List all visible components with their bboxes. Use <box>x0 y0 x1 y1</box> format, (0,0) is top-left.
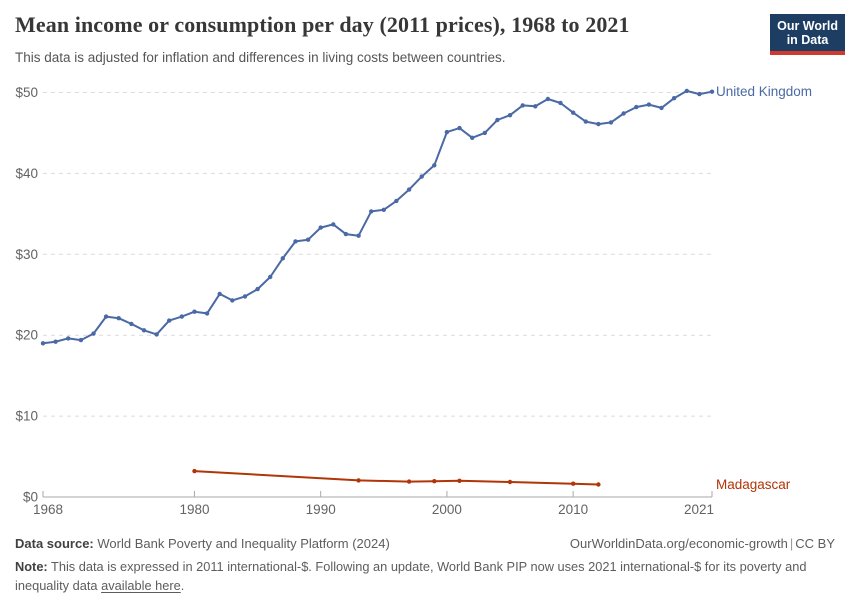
united-kingdom-point <box>697 91 702 97</box>
united-kingdom-point <box>331 222 336 227</box>
united-kingdom-point <box>91 331 96 336</box>
united-kingdom-point <box>381 207 386 212</box>
note-text: This data is expressed in 2011 internati… <box>15 559 807 594</box>
united-kingdom-point <box>596 121 601 127</box>
united-kingdom-point <box>583 119 588 124</box>
united-kingdom-point <box>432 163 437 168</box>
y-tick-label: $50 <box>15 85 38 100</box>
x-tick-label: 2021 <box>684 502 714 517</box>
data-source-text: World Bank Poverty and Inequality Platfo… <box>97 536 390 551</box>
madagascar-point <box>457 478 462 483</box>
owid-logo: Our World in Data <box>770 14 845 55</box>
united-kingdom-point <box>230 298 235 303</box>
madagascar-point <box>406 479 412 484</box>
united-kingdom-point <box>154 332 159 337</box>
note-label: Note: <box>15 559 48 574</box>
united-kingdom-point <box>242 294 248 299</box>
united-kingdom-point <box>671 96 677 101</box>
united-kingdom-point <box>634 104 639 110</box>
united-kingdom-point <box>608 120 614 125</box>
united-kingdom-point <box>394 198 399 204</box>
united-kingdom-point <box>646 102 652 107</box>
united-kingdom-point <box>659 105 664 111</box>
madagascar-point <box>432 479 437 484</box>
united-kingdom-point <box>167 318 172 323</box>
united-kingdom-point <box>444 129 450 135</box>
united-kingdom-point <box>709 89 715 94</box>
united-kingdom-point <box>621 111 626 116</box>
line-chart: $0 $10 $20 $30 $40 $50 1968 1980 1990 2000 2010 202… <box>15 84 812 517</box>
united-kingdom-point <box>318 225 323 230</box>
united-kingdom-point <box>217 291 222 297</box>
united-kingdom-point <box>293 239 298 244</box>
y-tick-label: $20 <box>15 328 38 343</box>
united-kingdom-point <box>684 88 689 94</box>
x-tick-label: 2000 <box>432 502 462 517</box>
y-tick-label: $30 <box>15 247 38 262</box>
united-kingdom-point <box>141 328 147 333</box>
united-kingdom-series-label: United Kingdom <box>716 84 812 99</box>
united-kingdom-point <box>507 113 513 118</box>
united-kingdom-point <box>268 274 273 280</box>
madagascar-point <box>596 482 601 487</box>
x-tick-label: 1990 <box>306 502 336 517</box>
united-kingdom-point <box>280 256 285 261</box>
united-kingdom-point <box>558 100 563 106</box>
madagascar-point <box>507 479 513 485</box>
united-kingdom-point <box>116 316 121 321</box>
united-kingdom-point <box>40 341 46 346</box>
owid-url: OurWorldinData.org/economic-growth <box>569 536 788 551</box>
united-kingdom-point <box>495 117 500 123</box>
united-kingdom-point <box>179 314 184 319</box>
data-source: Data source: World Bank Poverty and Ineq… <box>15 536 390 551</box>
footer-row: Data source: World Bank Poverty and Ineq… <box>15 536 835 551</box>
united-kingdom-point <box>545 96 551 102</box>
x-tick-label: 2010 <box>558 502 588 517</box>
united-kingdom-point <box>129 321 134 327</box>
x-tick-label: 1980 <box>179 502 209 517</box>
united-kingdom-point <box>192 309 197 314</box>
united-kingdom-point <box>520 103 525 108</box>
united-kingdom-point <box>533 104 538 109</box>
united-kingdom-point <box>457 125 462 131</box>
separator: | <box>789 536 794 551</box>
united-kingdom-point <box>356 233 361 238</box>
x-tick-label: 1968 <box>33 502 63 517</box>
united-kingdom-point <box>571 110 576 115</box>
note: Note: This data is expressed in 2011 int… <box>15 557 832 595</box>
united-kingdom-point <box>103 314 109 319</box>
united-kingdom-point <box>66 336 71 341</box>
license-badge: CC BY <box>795 536 835 551</box>
chart-subtitle: This data is adjusted for inflation and … <box>15 50 506 65</box>
madagascar-series-label: Madagascar <box>716 477 791 492</box>
united-kingdom-point <box>419 174 424 179</box>
united-kingdom-point <box>482 130 487 136</box>
y-tick-label: $40 <box>15 166 38 181</box>
available-here-link[interactable]: available here <box>101 578 181 594</box>
y-tick-label: $10 <box>15 409 38 424</box>
united-kingdom-point <box>369 209 374 214</box>
united-kingdom-point <box>470 135 475 140</box>
united-kingdom-point <box>255 286 260 292</box>
note-period: . <box>180 578 185 594</box>
united-kingdom-point <box>204 311 210 316</box>
page-title: Mean income or consumption per day (2011… <box>15 12 630 37</box>
attribution: OurWorldinData.org/economic-growth | CC BY <box>570 536 835 551</box>
owid-logo-line2: in Data <box>786 33 829 47</box>
united-kingdom-point <box>78 337 84 343</box>
owid-logo-line1: Our World <box>777 19 838 33</box>
united-kingdom-point <box>53 339 58 344</box>
united-kingdom-line <box>42 89 713 345</box>
madagascar-point <box>356 478 361 483</box>
madagascar-point <box>192 468 197 474</box>
united-kingdom-point <box>343 231 349 237</box>
data-source-label: Data source: <box>15 536 94 551</box>
madagascar-point <box>571 481 576 486</box>
united-kingdom-point <box>305 237 311 242</box>
madagascar-line <box>193 470 600 486</box>
united-kingdom-point <box>406 187 412 192</box>
y-tick-label: $0 <box>23 490 38 505</box>
